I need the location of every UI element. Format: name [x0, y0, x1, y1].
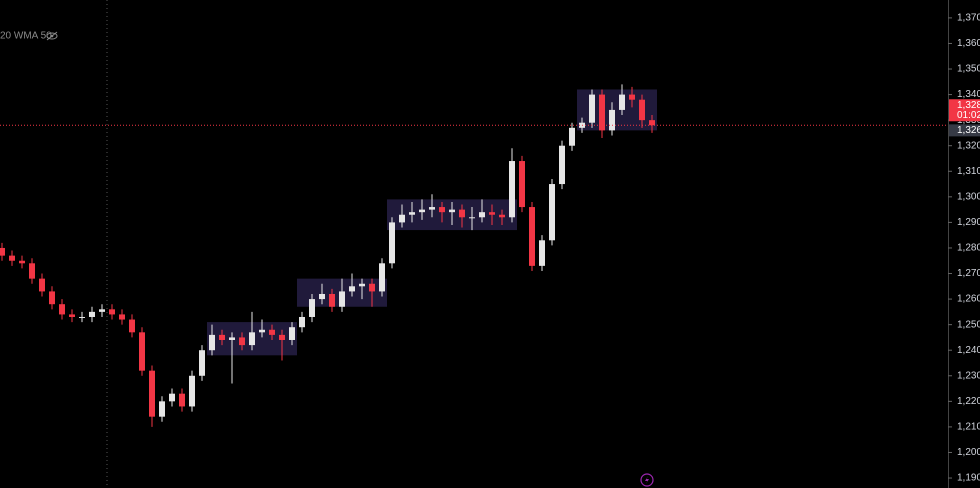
candle-body: [559, 145, 565, 185]
candle-body: [609, 109, 615, 131]
y-tick-label: 1,370: [957, 13, 980, 24]
candle-body: [319, 293, 325, 300]
candle-body: [259, 329, 265, 333]
candle-body: [529, 207, 535, 266]
candle-body: [249, 332, 255, 346]
candle-body: [649, 120, 655, 126]
y-tick-label: 1,270: [957, 268, 980, 279]
y-tick-label: 1,220: [957, 396, 980, 407]
candle-body: [209, 334, 215, 351]
crosshair-box: [949, 124, 980, 137]
candle-body: [329, 293, 335, 307]
candle-body: [339, 291, 345, 307]
y-tick-label: 1,340: [957, 89, 980, 100]
candle-body: [369, 283, 375, 292]
y-tick-label: 1,350: [957, 64, 980, 75]
y-tick-label: 1,200: [957, 447, 980, 458]
visibility-icon[interactable]: [46, 31, 58, 41]
candle-body: [349, 286, 355, 292]
candle-body: [289, 327, 295, 340]
y-tick-label: 1,240: [957, 345, 980, 356]
candle-body: [639, 99, 645, 121]
candle-body: [299, 316, 305, 328]
candle-body: [49, 291, 55, 305]
candle-body: [29, 263, 35, 279]
candle-body: [19, 260, 25, 264]
y-tick-label: 1,310: [957, 166, 980, 177]
candle-body: [509, 161, 515, 218]
candle-body: [489, 212, 495, 215]
candle-body: [419, 209, 425, 213]
candle-body: [439, 207, 445, 213]
candle-body: [89, 311, 95, 317]
candle-body: [389, 222, 395, 264]
candle-body: [399, 214, 405, 223]
candle-body: [199, 350, 205, 376]
y-tick-label: 1,290: [957, 217, 980, 228]
candle-body: [379, 263, 385, 292]
y-tick-label: 1,230: [957, 370, 980, 381]
candle-body: [409, 212, 415, 215]
candle-body: [469, 217, 475, 219]
candle-body: [79, 316, 85, 318]
candle-body: [239, 337, 245, 346]
candle-body: [309, 299, 315, 317]
candle-body: [229, 337, 235, 340]
candle-body: [459, 209, 465, 218]
indicator-label: 20 WMA 50: [0, 31, 52, 42]
y-tick-label: 1,190: [957, 473, 980, 484]
candle-body: [359, 283, 365, 287]
candle-body: [549, 184, 555, 241]
candle-body: [569, 127, 575, 146]
crosshair-label: 1,326: [957, 125, 980, 136]
candle-body: [159, 401, 165, 417]
candle-body: [149, 370, 155, 417]
candle-body: [129, 319, 135, 333]
countdown: 01:02: [957, 110, 980, 121]
candle-body: [0, 247, 5, 256]
candle-body: [9, 255, 15, 261]
candle-body: [39, 278, 45, 292]
last-price-box: [949, 99, 980, 122]
y-tick-label: 1,260: [957, 294, 980, 305]
candle-body: [119, 314, 125, 320]
candle-body: [539, 240, 545, 266]
candle-body: [219, 334, 225, 340]
candle-body: [629, 94, 635, 100]
candle-body: [189, 375, 195, 407]
y-tick-label: 1,300: [957, 191, 980, 202]
candle-body: [179, 393, 185, 407]
candle-body: [479, 212, 485, 218]
candle-body: [139, 332, 145, 371]
candle-body: [619, 94, 625, 110]
candle-body: [599, 94, 605, 131]
y-tick-label: 1,250: [957, 319, 980, 330]
candle-body: [99, 309, 105, 312]
alert-icon[interactable]: [640, 473, 654, 487]
candle-body: [169, 393, 175, 402]
candle-body: [449, 209, 455, 213]
candle-body: [519, 161, 525, 208]
candle-body: [69, 314, 75, 317]
candle-body: [109, 309, 115, 315]
candle-body: [589, 94, 595, 123]
y-tick-label: 1,360: [957, 38, 980, 49]
y-tick-label: 1,210: [957, 422, 980, 433]
candle-body: [429, 207, 435, 210]
last-price-label: 1,328: [957, 100, 980, 111]
candle-body: [279, 334, 285, 340]
candle-body: [499, 214, 505, 218]
y-tick-label: 1,320: [957, 140, 980, 151]
y-tick-label: 1,280: [957, 243, 980, 254]
candle-body: [59, 304, 65, 315]
candle-body: [269, 329, 275, 335]
